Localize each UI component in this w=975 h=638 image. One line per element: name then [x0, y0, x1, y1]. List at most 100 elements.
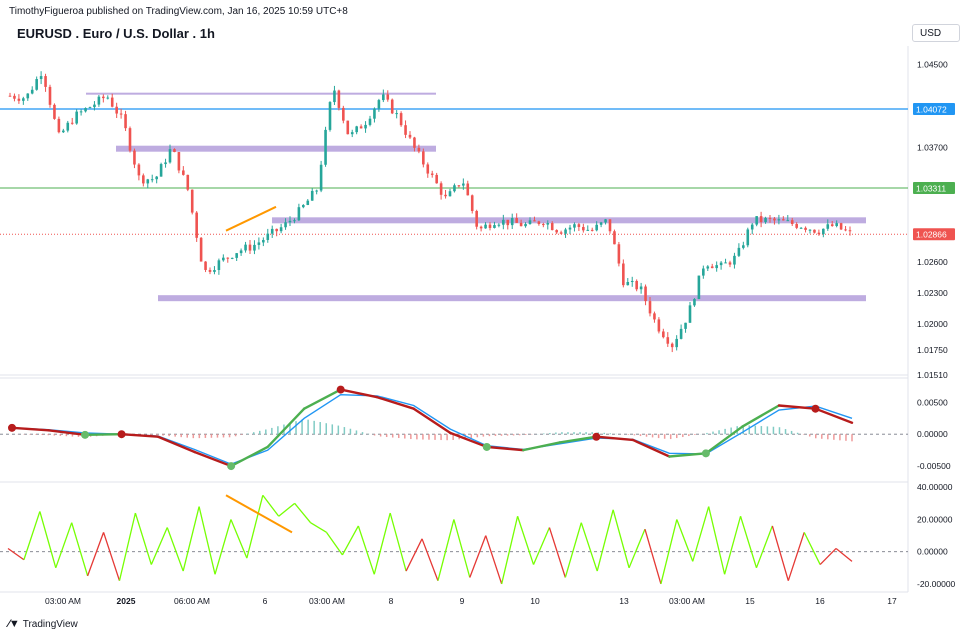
candle-body [550, 223, 554, 231]
candle-body [306, 200, 310, 205]
candle-body [128, 128, 132, 151]
candle-body [226, 257, 230, 259]
candle-body [608, 219, 612, 232]
candle-body [648, 301, 652, 314]
tradingview-footer[interactable]: ⁄▼ TradingView [8, 618, 78, 630]
candle-body [217, 260, 221, 271]
osc-main-line [156, 435, 196, 454]
momentum-line [596, 509, 614, 572]
candle-body [204, 261, 207, 270]
osc-cross-marker [117, 430, 126, 439]
candle-body [742, 245, 745, 248]
candle-body [284, 222, 287, 228]
candle-body [408, 134, 412, 138]
candle-body [257, 242, 261, 245]
candle-body [830, 224, 834, 227]
candle-body [822, 228, 825, 235]
candle-body [35, 79, 38, 90]
candle-body [270, 228, 274, 234]
candle-body [297, 207, 301, 221]
candle-body [22, 98, 25, 101]
currency-button[interactable]: USD [912, 24, 960, 42]
top-level-tag-bg [913, 103, 955, 116]
price-zone [86, 92, 436, 95]
candle-body [728, 262, 732, 265]
momentum-line [723, 516, 742, 575]
candle-body [88, 107, 92, 109]
candle-body [404, 125, 407, 135]
green-level-tag-bg [913, 182, 955, 195]
osc-main-line [10, 426, 50, 432]
price-tick-label: 1.02300 [917, 288, 948, 298]
momentum-line [71, 522, 89, 577]
chart-header: TimothyFigueroa published on TradingView… [0, 0, 975, 46]
momentum-line [166, 527, 184, 572]
momentum-line [39, 511, 57, 568]
candle-body [142, 175, 145, 184]
candle-body [808, 229, 812, 231]
candle-body [457, 185, 461, 187]
momentum-line [87, 532, 105, 577]
candle-body [466, 183, 470, 196]
candle-body [506, 219, 510, 226]
osc-main-line [449, 431, 488, 449]
osc-main-line [777, 404, 817, 410]
time-tick-label: 15 [745, 596, 755, 606]
candle-body [155, 176, 158, 180]
candle-body [488, 224, 492, 228]
candle-body [582, 226, 585, 231]
symbol-title[interactable]: EURUSD . Euro / U.S. Dollar . 1h [17, 26, 215, 41]
candle-body [653, 313, 656, 320]
momentum-line [739, 516, 758, 569]
candle-body [710, 266, 714, 269]
candle-body [79, 111, 83, 113]
osc-cross-marker [81, 430, 90, 439]
osc-signal-line [11, 393, 853, 465]
momentum-line [803, 532, 821, 565]
osc-main-line [83, 432, 123, 437]
momentum-line [771, 525, 789, 581]
momentum-line [469, 535, 487, 578]
time-tick-label: 03:00 AM [669, 596, 705, 606]
momentum-line [628, 528, 646, 569]
candle-body [502, 219, 505, 225]
candle-body [599, 222, 603, 225]
candle-body [319, 164, 323, 191]
green-level-tag: 1.03311 [916, 184, 946, 194]
candle-body [266, 233, 270, 240]
candle-body [626, 281, 630, 286]
candle-body [497, 224, 501, 226]
trend-line [225, 205, 277, 232]
top-level-tag: 1.04072 [916, 105, 947, 115]
osc-cross-marker [592, 432, 601, 441]
candle-body [706, 266, 710, 269]
candle-body [782, 219, 785, 221]
candle-body [373, 108, 376, 119]
momentum-line [692, 506, 710, 562]
candle-body [590, 229, 594, 231]
candle-body [613, 231, 616, 245]
candle-body [790, 220, 794, 225]
momentum-line [437, 519, 455, 581]
momentum-line [708, 506, 726, 575]
time-tick-label: 8 [389, 596, 394, 606]
candle-body [799, 227, 803, 229]
candle-body [630, 280, 634, 282]
candle-body [66, 122, 70, 131]
candle-body [439, 183, 443, 195]
candle-body [662, 331, 665, 338]
momentum-line [357, 525, 375, 575]
candle-body [417, 147, 421, 152]
price-zone [158, 295, 866, 302]
osc-tick-label: 0.00000 [917, 429, 948, 439]
candle-body [568, 227, 572, 230]
osc-main-line [631, 438, 671, 458]
candle-body [182, 170, 185, 175]
candle-body [137, 164, 141, 176]
candle-body [537, 221, 541, 225]
momentum-line [421, 538, 439, 581]
momentum-line [118, 512, 137, 581]
candle-body [764, 217, 767, 223]
candle-body [697, 275, 701, 300]
